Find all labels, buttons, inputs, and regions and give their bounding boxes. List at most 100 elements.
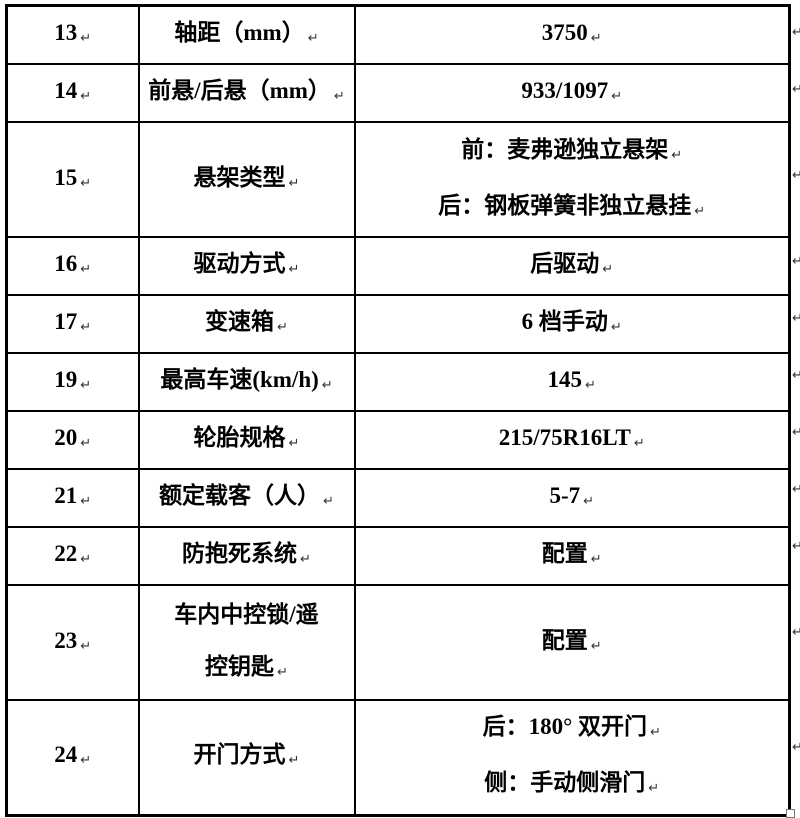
paragraph-mark-icon: ↵: [583, 494, 595, 509]
table-row: 23 ↵ 车内中控锁/遥 控钥匙 ↵ 配置 ↵: [5, 584, 791, 701]
table-row: 22 ↵ 防抱死系统 ↵ 配置 ↵: [5, 526, 791, 586]
spec-table: 13 ↵ 轴距（mm） ↵ 3750 ↵ 14 ↵ 前悬/后悬（mm） ↵ 933/109…: [5, 4, 791, 817]
spec-value-cell: 配置 ↵: [353, 526, 791, 586]
spec-value-cell: 5-7 ↵: [353, 468, 791, 528]
row-number-cell: 19 ↵: [5, 352, 140, 412]
spec-name-cell: 轴距（mm） ↵: [137, 4, 356, 65]
cell-text: 控钥匙: [205, 653, 275, 679]
cell-text: 21: [54, 483, 78, 508]
paragraph-mark-icon: ↵: [300, 552, 311, 567]
spec-name-cell: 防抱死系统 ↵: [137, 526, 356, 586]
paragraph-mark-icon: ↵: [288, 175, 300, 191]
row-number-cell: 22 ↵: [5, 526, 140, 586]
paragraph-mark-icon: ↵: [288, 753, 300, 769]
row-end-paragraph-mark-icon: ↵: [792, 539, 800, 554]
cell-text: 最高车速(km/h): [160, 367, 319, 392]
spec-value-cell: 6 档手动 ↵: [353, 294, 791, 354]
cell-text: 17: [54, 309, 78, 334]
cell-text: 19: [54, 367, 78, 392]
paragraph-mark-icon: ↵: [80, 262, 92, 277]
cell-text: 后：180° 双开门: [482, 714, 648, 740]
table-row: 21 ↵ 额定载客（人） ↵ 5-7 ↵: [5, 468, 791, 528]
paragraph-mark-icon: ↵: [80, 638, 92, 654]
cell-text: 开门方式: [193, 742, 286, 768]
table-row: 15 ↵ 悬架类型 ↵ 前：麦弗逊独立悬架 ↵ 后：钢板弹簧非独立悬挂 ↵: [5, 121, 791, 238]
paragraph-mark-icon: ↵: [80, 175, 92, 191]
cell-text: 配置: [541, 627, 588, 653]
cell-text: 16: [54, 251, 78, 276]
cell-text: 悬架类型: [193, 164, 286, 190]
cell-text: 22: [54, 541, 78, 566]
table-row: 20 ↵ 轮胎规格 ↵ 215/75R16LT ↵: [5, 410, 791, 470]
cell-text: 轮胎规格: [193, 425, 286, 450]
paragraph-mark-icon: ↵: [611, 89, 623, 104]
paragraph-mark-icon: ↵: [590, 552, 602, 567]
cell-text: 变速箱: [205, 309, 275, 334]
paragraph-mark-icon: ↵: [694, 203, 706, 219]
cell-text: 13: [54, 20, 78, 45]
cell-text: 20: [54, 425, 78, 450]
spec-name-cell: 驱动方式 ↵: [137, 236, 356, 296]
paragraph-mark-icon: ↵: [585, 378, 596, 393]
spec-name-cell: 车内中控锁/遥 控钥匙 ↵: [137, 584, 356, 701]
row-end-paragraph-mark-icon: ↵: [792, 625, 800, 640]
row-number-cell: 20 ↵: [5, 410, 140, 470]
spec-value-cell: 前：麦弗逊独立悬架 ↵ 后：钢板弹簧非独立悬挂 ↵: [353, 121, 791, 238]
row-end-paragraph-mark-icon: ↵: [792, 25, 800, 40]
table-row: 19 ↵ 最高车速(km/h) ↵ 145 ↵: [5, 352, 791, 412]
cell-text: 215/75R16LT: [498, 425, 631, 450]
cell-text: 6 档手动: [521, 309, 608, 334]
paragraph-mark-icon: ↵: [80, 378, 92, 393]
paragraph-mark-icon: ↵: [633, 436, 645, 451]
cell-text: 防抱死系统: [182, 541, 298, 566]
cell-text: 145: [547, 367, 583, 392]
table-row: 14 ↵ 前悬/后悬（mm） ↵ 933/1097 ↵: [5, 63, 791, 123]
paragraph-mark-icon: ↵: [321, 378, 333, 393]
spec-name-cell: 变速箱 ↵: [137, 294, 356, 354]
table-row: 17 ↵ 变速箱 ↵ 6 档手动 ↵: [5, 294, 791, 354]
paragraph-mark-icon: ↵: [590, 31, 602, 46]
spec-value-cell: 配置 ↵: [353, 584, 791, 701]
row-end-paragraph-mark-icon: ↵: [792, 311, 800, 326]
cell-text: 车内中控锁/遥: [174, 601, 319, 627]
spec-value-cell: 后驱动 ↵: [353, 236, 791, 296]
cell-text: 24: [54, 742, 78, 768]
cell-text: 23: [54, 627, 78, 653]
table-row: 13 ↵ 轴距（mm） ↵ 3750 ↵: [5, 4, 791, 65]
row-number-cell: 17 ↵: [5, 294, 140, 354]
spec-value-cell: 后：180° 双开门 ↵ 侧：手动侧滑门 ↵: [353, 699, 791, 816]
cell-text: 3750: [541, 20, 588, 45]
spec-value-cell: 933/1097 ↵: [353, 63, 791, 123]
spec-value-cell: 145 ↵: [353, 352, 791, 412]
end-of-document-mark-icon: [786, 809, 795, 818]
cell-text: 前：麦弗逊独立悬架: [461, 136, 669, 162]
row-end-paragraph-mark-icon: ↵: [792, 82, 800, 97]
spec-name-cell: 悬架类型 ↵: [137, 121, 356, 238]
paragraph-mark-icon: ↵: [648, 781, 660, 797]
paragraph-mark-icon: ↵: [590, 638, 602, 654]
spec-name-cell: 前悬/后悬（mm） ↵: [137, 63, 356, 123]
paragraph-mark-icon: ↵: [80, 753, 92, 769]
paragraph-mark-icon: ↵: [80, 436, 92, 451]
paragraph-mark-icon: ↵: [80, 494, 92, 509]
spec-name-cell: 额定载客（人） ↵: [137, 468, 356, 528]
row-number-cell: 13 ↵: [5, 4, 140, 65]
row-end-paragraph-mark-icon: ↵: [792, 168, 800, 183]
table-row: 24 ↵ 开门方式 ↵ 后：180° 双开门 ↵ 侧：手动侧滑门 ↵: [5, 699, 791, 816]
row-end-marks: ↵ ↵ ↵ ↵ ↵ ↵ ↵ ↵ ↵ ↵ ↵: [792, 4, 800, 805]
paragraph-mark-icon: ↵: [288, 262, 300, 277]
cell-text: 额定载客（人）: [159, 483, 321, 508]
cell-text: 933/1097: [521, 78, 609, 103]
cell-text: 后：钢板弹簧非独立悬挂: [438, 192, 692, 218]
paragraph-mark-icon: ↵: [602, 262, 614, 277]
cell-text: 轴距（mm）: [174, 20, 305, 45]
spec-name-cell: 最高车速(km/h) ↵: [137, 352, 356, 412]
paragraph-mark-icon: ↵: [288, 436, 300, 451]
row-end-paragraph-mark-icon: ↵: [792, 254, 800, 269]
table-row: 16 ↵ 驱动方式 ↵ 后驱动 ↵: [5, 236, 791, 296]
spec-value-cell: 3750 ↵: [353, 4, 791, 65]
cell-text: 15: [54, 164, 78, 190]
row-end-paragraph-mark-icon: ↵: [792, 740, 800, 755]
paragraph-mark-icon: ↵: [80, 89, 92, 104]
